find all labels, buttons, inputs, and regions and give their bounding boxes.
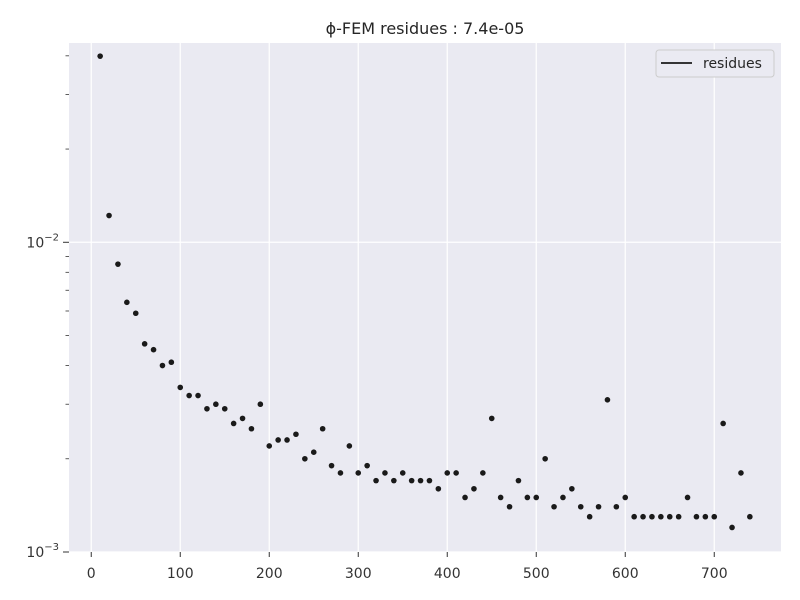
axis-ticks: 0 100 200 300 400 500 600 700 10−3 10−2 (26, 55, 728, 582)
data-point (658, 513, 664, 520)
data-point (631, 513, 637, 520)
data-point (666, 513, 673, 520)
data-point (604, 397, 611, 403)
data-point (159, 362, 166, 369)
data-point (266, 443, 273, 449)
data-point (444, 470, 451, 476)
data-point (426, 477, 433, 484)
data-point (702, 513, 709, 520)
data-point (168, 359, 175, 366)
data-point (373, 477, 379, 484)
x-tick-label: 500 (523, 566, 550, 582)
data-point (471, 485, 477, 492)
data-point (435, 485, 442, 492)
data-point (382, 470, 388, 476)
data-point (239, 415, 246, 422)
chart-title: ϕ-FEM residues : 7.4e-05 (326, 19, 525, 38)
data-point (319, 425, 326, 432)
data-point (417, 477, 424, 484)
data-point (595, 503, 602, 510)
x-tick-label: 0 (87, 566, 96, 582)
data-point (542, 455, 548, 462)
data-point (640, 513, 646, 520)
data-point (649, 513, 655, 520)
data-point (462, 494, 468, 501)
data-point (569, 485, 575, 492)
data-point (506, 503, 513, 510)
data-point (195, 392, 201, 399)
data-point (302, 455, 308, 462)
data-point (204, 405, 210, 412)
data-point (248, 425, 255, 432)
data-point (275, 437, 281, 443)
data-point (480, 470, 486, 476)
data-point (364, 462, 370, 469)
data-point (399, 470, 406, 476)
data-point (124, 299, 130, 306)
x-tick-label: 100 (167, 566, 194, 582)
grid-lines (69, 43, 781, 553)
x-tick-label: 700 (701, 566, 728, 582)
data-point (221, 405, 228, 412)
data-point (577, 503, 584, 510)
x-tick-label: 300 (345, 566, 372, 582)
data-point (337, 470, 344, 476)
data-point (97, 53, 103, 59)
x-tick-label: 200 (256, 566, 283, 582)
data-point (186, 392, 192, 399)
data-point (586, 513, 593, 520)
data-point (230, 420, 237, 427)
data-point (115, 261, 121, 267)
data-point (106, 212, 112, 219)
data-point (684, 494, 691, 501)
data-point (729, 524, 735, 531)
legend-label: residues (703, 56, 762, 72)
data-point (177, 384, 184, 391)
data-point (613, 503, 620, 510)
data-point (675, 513, 682, 520)
data-point (141, 341, 148, 347)
data-point (533, 494, 540, 501)
y-tick-label: 10−2 (26, 232, 59, 251)
data-point (213, 401, 219, 408)
data-point (355, 470, 362, 476)
data-point (150, 346, 157, 353)
data-point (257, 401, 264, 408)
data-point (328, 462, 335, 469)
data-point (132, 310, 139, 317)
data-point (524, 494, 531, 501)
data-point (738, 470, 744, 476)
data-point (747, 513, 753, 520)
x-tick-label: 400 (434, 566, 461, 582)
data-point (551, 503, 557, 510)
data-point (488, 415, 495, 422)
data-point (408, 477, 415, 484)
data-point (720, 420, 726, 427)
y-tick-label: 10−3 (26, 542, 59, 561)
data-point (391, 477, 397, 484)
data-point (622, 494, 629, 501)
x-tick-label: 600 (612, 566, 639, 582)
data-point (453, 470, 459, 476)
legend-box (655, 49, 775, 78)
plot-area (69, 43, 781, 552)
data-point (346, 443, 353, 449)
data-point (310, 449, 317, 456)
data-point (515, 477, 522, 484)
data-point (711, 513, 718, 520)
data-point (284, 437, 290, 443)
data-point (293, 431, 299, 438)
data-points (97, 53, 753, 531)
data-point (560, 494, 566, 501)
data-point (497, 494, 504, 501)
data-point (693, 513, 700, 520)
legend: residues (655, 49, 775, 78)
